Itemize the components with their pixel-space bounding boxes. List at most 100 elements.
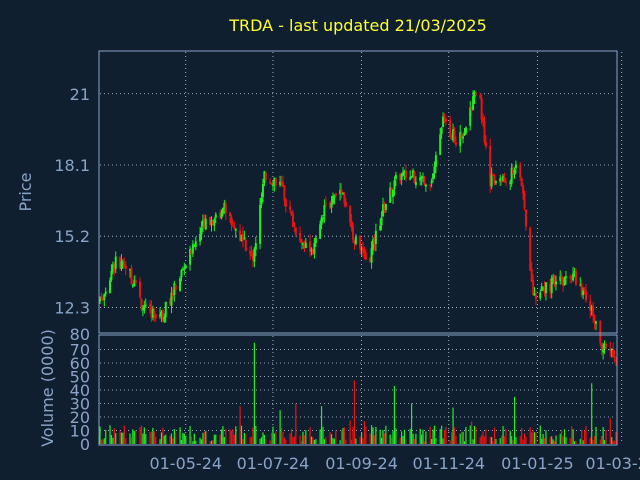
candle-body-up (259, 204, 262, 244)
candle-body-down (522, 185, 525, 194)
candle-body-up (210, 219, 213, 225)
volume-bar-down (405, 439, 407, 444)
candle-body-down (264, 172, 267, 181)
candle-body-up (559, 276, 562, 281)
volume-bar-up (435, 438, 437, 444)
volume-bar-up (260, 437, 263, 444)
candle-body-up (420, 176, 423, 179)
candle-body-down (150, 306, 153, 319)
volume-bar-up (552, 439, 554, 444)
volume-bar-up (400, 431, 403, 444)
candle-body-down (474, 93, 477, 95)
candle-body-down (534, 295, 537, 300)
volume-bar-up (332, 438, 334, 444)
candle-body-down (553, 275, 556, 285)
volume-bar-up (379, 429, 381, 444)
volume-bar-down (369, 433, 371, 444)
candle-body-up (422, 176, 425, 178)
volume-bar-down (172, 438, 174, 444)
volume-bar-down (363, 421, 366, 444)
volume-bar-down (523, 433, 526, 444)
volume-bar-down (569, 438, 571, 444)
candle-body-up (313, 243, 316, 254)
volume-bar-up (305, 430, 307, 444)
volume-bar-up (425, 431, 427, 444)
candle-body-up (200, 227, 203, 235)
candle-body-down (369, 258, 372, 262)
candle-body-down (523, 192, 526, 209)
candle-body-up (151, 309, 154, 318)
volume-bar-down (232, 429, 234, 444)
volume-bar-up (393, 385, 396, 444)
candle-body-up (434, 155, 437, 168)
candle-body-down (460, 133, 463, 139)
volume-bar-down (252, 427, 254, 444)
volume-bar-down (583, 430, 586, 444)
candle-body-down (284, 199, 287, 208)
volume-bar-up (205, 431, 207, 444)
candle-body-up (199, 233, 202, 242)
volume-bar-down (229, 429, 231, 444)
candle-body-up (563, 277, 566, 285)
volume-bar-up (263, 434, 265, 444)
candle-body-up (502, 176, 505, 181)
volume-bar-up (421, 434, 423, 444)
candle-body-up (414, 182, 417, 185)
volume-bar-down (612, 440, 614, 444)
volume-bar-down (485, 429, 487, 444)
volume-bar-down (239, 406, 241, 444)
volume-tick-label: 50 (70, 368, 90, 387)
volume-bar-up (385, 425, 387, 444)
candle-body-down (364, 252, 367, 260)
candle-body-down (250, 252, 253, 256)
volume-bar-up (109, 425, 111, 444)
candle-body-down (350, 221, 353, 228)
volume-bar-up (143, 427, 145, 444)
candle-body-down (604, 344, 607, 348)
candle-body-down (249, 251, 252, 254)
candle-body-up (442, 116, 445, 127)
volume-bar-up (563, 429, 566, 444)
volume-bar-up (403, 429, 406, 444)
candle-body-down (324, 203, 327, 205)
candle-body-down (309, 241, 312, 253)
candle-body-up (573, 271, 576, 274)
volume-bar-up (180, 439, 183, 444)
volume-bar-down (275, 431, 277, 444)
volume-bar-up (240, 425, 243, 444)
candle-body-up (382, 204, 385, 217)
volume-bar-down (343, 427, 346, 444)
volume-bar-down (139, 427, 141, 444)
candle-body-up (393, 180, 396, 190)
candle-body-down (562, 277, 565, 286)
candle-body-up (432, 173, 435, 180)
volume-bar-up (193, 433, 195, 444)
candle-body-down (280, 181, 283, 184)
candle-body-down (344, 201, 347, 207)
volume-bar-up (380, 437, 383, 444)
candle-body-up (304, 242, 307, 248)
volume-bar-up (579, 438, 581, 444)
volume-bar-down (390, 438, 393, 444)
volume-bar-up (313, 439, 316, 444)
candle-body-up (273, 177, 276, 186)
volume-bar-down (483, 436, 486, 444)
volume-bar-up (555, 435, 557, 444)
price-axis-label: Price (16, 172, 35, 211)
volume-bar-up (539, 425, 541, 444)
candle-body-up (330, 203, 333, 208)
volume-bar-down (265, 439, 267, 444)
volume-bar-down (449, 440, 451, 444)
candle-body-down (492, 174, 495, 176)
volume-bar-down (100, 439, 103, 444)
candle-body-up (254, 243, 257, 250)
volume-bar-up (302, 431, 304, 444)
candle-body-up (433, 166, 436, 174)
volume-bar-up (315, 439, 317, 444)
volume-bar-down (299, 435, 301, 444)
volume-bar-up (402, 435, 404, 444)
candle-body-up (339, 189, 342, 195)
volume-bar-down (329, 432, 331, 444)
